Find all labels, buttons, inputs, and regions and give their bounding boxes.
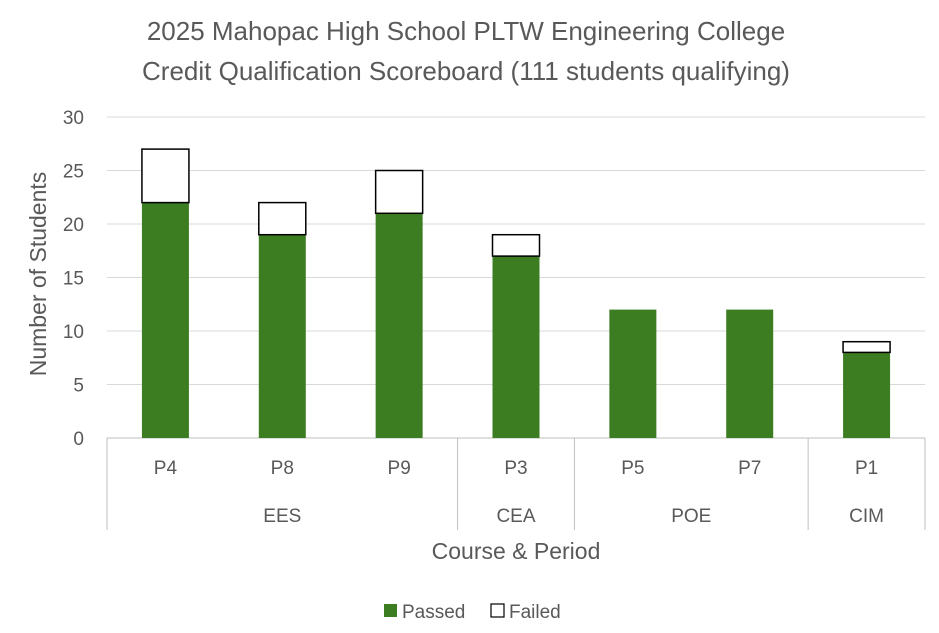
x-group-label: CEA <box>496 506 535 527</box>
y-tick-label: 25 <box>63 162 84 183</box>
x-tick-label: P1 <box>855 458 878 479</box>
legend-swatch-passed <box>384 604 397 617</box>
bars <box>141 148 891 438</box>
x-tick-label: P8 <box>271 458 294 479</box>
y-tick-label: 30 <box>63 108 84 129</box>
bar-passed-p7 <box>726 309 774 438</box>
legend-label-passed: Passed <box>402 602 465 623</box>
bar-failed-p3 <box>491 233 541 257</box>
x-tick-label: P9 <box>388 458 411 479</box>
y-tick-label: 10 <box>63 322 84 343</box>
chart-title-line-2: Credit Qualification Scoreboard (111 stu… <box>142 56 790 86</box>
bar-failed-p9 <box>374 169 424 215</box>
y-tick-label: 0 <box>73 429 84 450</box>
x-tick-label: P5 <box>621 458 644 479</box>
x-group-label: POE <box>671 506 711 527</box>
bar-passed-p4 <box>141 202 189 438</box>
y-tick-label: 15 <box>63 269 84 290</box>
y-axis-ticks: 0 5 10 15 20 25 30 <box>63 108 84 450</box>
chart-title-line-1: 2025 Mahopac High School PLTW Engineerin… <box>147 16 785 46</box>
bar-failed-p8 <box>258 201 307 236</box>
x-tick-label: P3 <box>504 458 527 479</box>
y-tick-label: 5 <box>73 376 84 397</box>
legend-swatch-failed <box>490 603 505 618</box>
bar-passed-p9 <box>375 213 423 438</box>
legend: Passed Failed <box>384 602 561 623</box>
x-axis-label: Course & Period <box>432 538 601 564</box>
x-group-label: EES <box>263 506 301 527</box>
bar-passed-p8 <box>258 234 306 438</box>
bar-passed-p5 <box>609 309 657 438</box>
bar-passed-p3 <box>492 256 540 438</box>
x-group-label: CIM <box>849 506 884 527</box>
bar-passed-p1 <box>843 352 891 438</box>
bar-failed-p1 <box>842 340 891 354</box>
y-tick-label: 20 <box>63 215 84 236</box>
x-tick-label: P7 <box>738 458 761 479</box>
y-axis-label: Number of Students <box>25 172 51 377</box>
x-axis: P4 P8 P9 P3 P5 P7 P1 EES CEA POE CIM <box>106 438 926 530</box>
x-tick-label: P4 <box>154 458 178 479</box>
legend-label-failed: Failed <box>509 602 561 623</box>
bar-failed-p4 <box>141 148 190 204</box>
